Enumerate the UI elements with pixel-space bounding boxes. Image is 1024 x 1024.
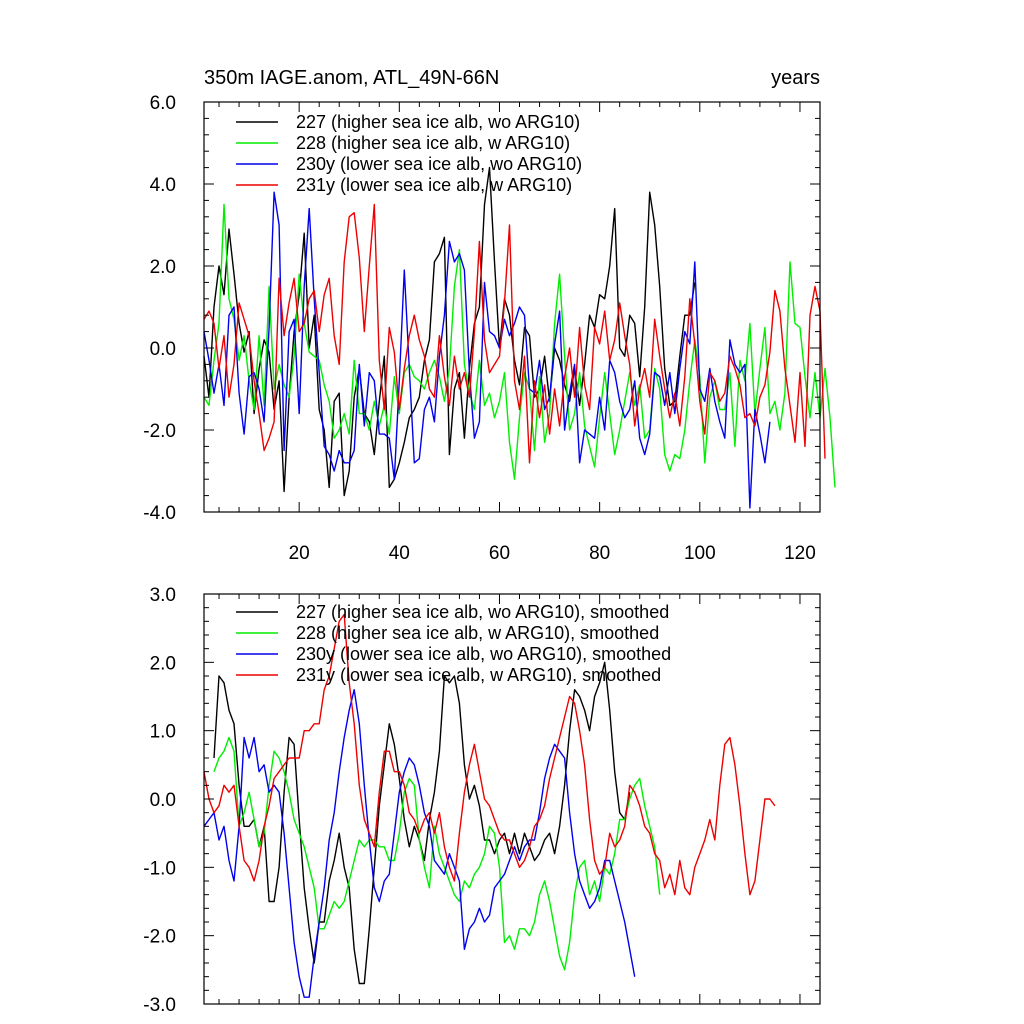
x-tick-label: 100 [684, 543, 716, 564]
y-tick-label: 0.0 [150, 339, 176, 360]
legend-label: 230y (lower sea ice alb, wo ARG10) [296, 154, 582, 174]
x-tick-label: 80 [589, 543, 610, 564]
y-tick-label: -2.0 [143, 421, 176, 442]
series-line-0 [203, 166, 696, 497]
series-line-1 [203, 203, 836, 488]
top-panel: 350m IAGE.anom, ATL_49N-66N years -4.0 -2… [143, 67, 836, 564]
series-line-1 [213, 736, 661, 971]
legend-label: 231y (lower sea ice alb, w ARG10), smoot… [296, 665, 661, 685]
series-line-0 [213, 661, 631, 985]
x-tick-label: 120 [784, 543, 816, 564]
y-tick-label: 1.0 [150, 722, 176, 743]
y-tick-label: -3.0 [143, 995, 176, 1016]
series-line-3 [203, 203, 826, 464]
x-tick-label: 60 [489, 543, 510, 564]
y-tick-label: -1.0 [143, 858, 176, 879]
y-tick-label: 3.0 [150, 585, 176, 606]
series-line-2 [203, 689, 636, 998]
plot-frame [203, 101, 821, 513]
panel-title: 350m IAGE.anom, ATL_49N-66N [204, 67, 499, 89]
y-tick-label: 4.0 [150, 175, 176, 196]
y-tick-label: -4.0 [143, 503, 176, 524]
legend-label: 228 (higher sea ice alb, w ARG10) [296, 133, 570, 153]
legend-label: 230y (lower sea ice alb, wo ARG10), smoo… [296, 644, 671, 664]
y-tick-label: 0.0 [150, 790, 176, 811]
series-line-3 [203, 613, 776, 896]
legend-label: 228 (higher sea ice alb, w ARG10), smoot… [296, 623, 659, 643]
panel-units: years [771, 67, 820, 89]
series-line-2 [203, 191, 771, 509]
x-tick-label: 20 [289, 543, 310, 564]
y-tick-label: 2.0 [150, 257, 176, 278]
x-tick-label: 40 [389, 543, 410, 564]
y-tick-label: 2.0 [150, 653, 176, 674]
bottom-panel: -3.0 -2.0 -1.0 0.0 1.0 2.0 3.0 227 (higher sea … [143, 585, 821, 1016]
legend-label: 231y (lower sea ice alb, w ARG10) [296, 175, 572, 195]
legend-label: 227 (higher sea ice alb, wo ARG10) [296, 112, 580, 132]
legend-label: 227 (higher sea ice alb, wo ARG10), smoo… [296, 602, 669, 622]
y-tick-label: -2.0 [143, 927, 176, 948]
y-tick-label: 6.0 [150, 93, 176, 114]
